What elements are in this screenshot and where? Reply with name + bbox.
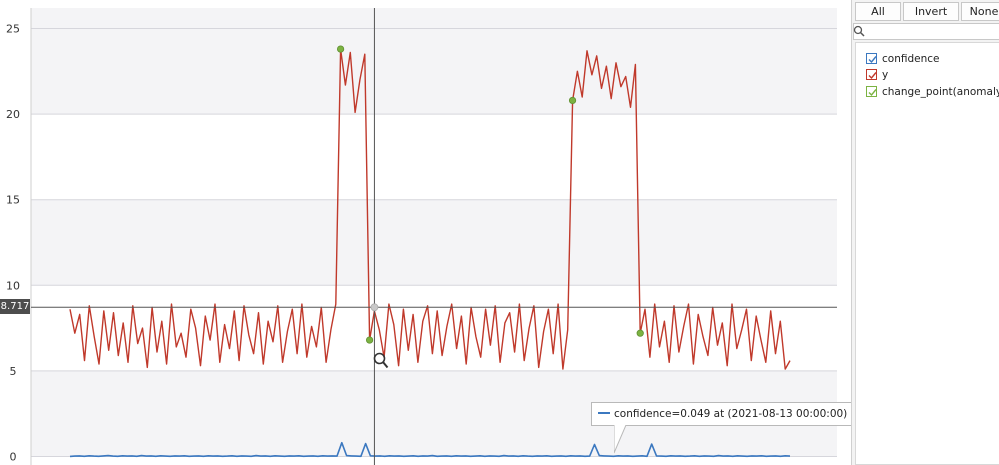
tooltip-text: confidence=0.049 at (2021-08-13 00:00:00… — [614, 408, 927, 420]
change-point-marker — [636, 329, 644, 337]
select-none-button[interactable]: None — [961, 2, 999, 21]
legend-checkbox-confidence[interactable] — [866, 53, 877, 64]
search-icon — [853, 25, 865, 37]
grid-band — [31, 8, 837, 29]
change-point-marker — [365, 336, 374, 344]
y-tick-label: 15 — [6, 194, 20, 207]
legend-label: y — [882, 69, 889, 81]
tooltip-pointer — [614, 425, 627, 454]
grid-band — [31, 28, 837, 115]
legend-list: confidence y change_point(anomaly) — [855, 42, 999, 465]
series-line-confidence — [69, 441, 791, 458]
tooltip: confidence=0.049 at (2021-08-13 00:00:00… — [591, 402, 926, 426]
legend-label: change_point(anomaly) — [882, 86, 999, 98]
invert-selection-button[interactable]: Invert — [903, 2, 959, 21]
series-panel: All Invert None confidence y change_poin… — [851, 0, 999, 465]
magnifier-cursor-icon — [374, 352, 389, 369]
chart-svg[interactable]: 25 20 15 10 5 0 — [0, 0, 850, 465]
change-point-marker — [568, 96, 577, 105]
crosshair-point — [370, 303, 379, 312]
legend-label: confidence — [882, 53, 940, 65]
legend-checkbox-change-point[interactable] — [866, 86, 877, 97]
y-tick-label: 5 — [10, 365, 17, 378]
series-search-input[interactable] — [853, 23, 999, 40]
tooltip-series-swatch — [598, 412, 610, 414]
y-tick-label: 20 — [6, 108, 20, 121]
y-tick-label: 0 — [10, 450, 17, 463]
select-all-button[interactable]: All — [855, 2, 901, 21]
legend-checkbox-y[interactable] — [866, 69, 877, 80]
y-tick-label: 25 — [6, 23, 20, 36]
chart-area[interactable]: 25 20 15 10 5 0 8.717 confidence=0.049 at (20… — [0, 0, 926, 465]
series-line-y — [69, 48, 791, 370]
y-tick-label: 10 — [6, 279, 20, 292]
grid-band — [31, 199, 837, 286]
cursor-value-label: 8.717 — [0, 299, 30, 315]
change-point-marker — [337, 45, 345, 53]
